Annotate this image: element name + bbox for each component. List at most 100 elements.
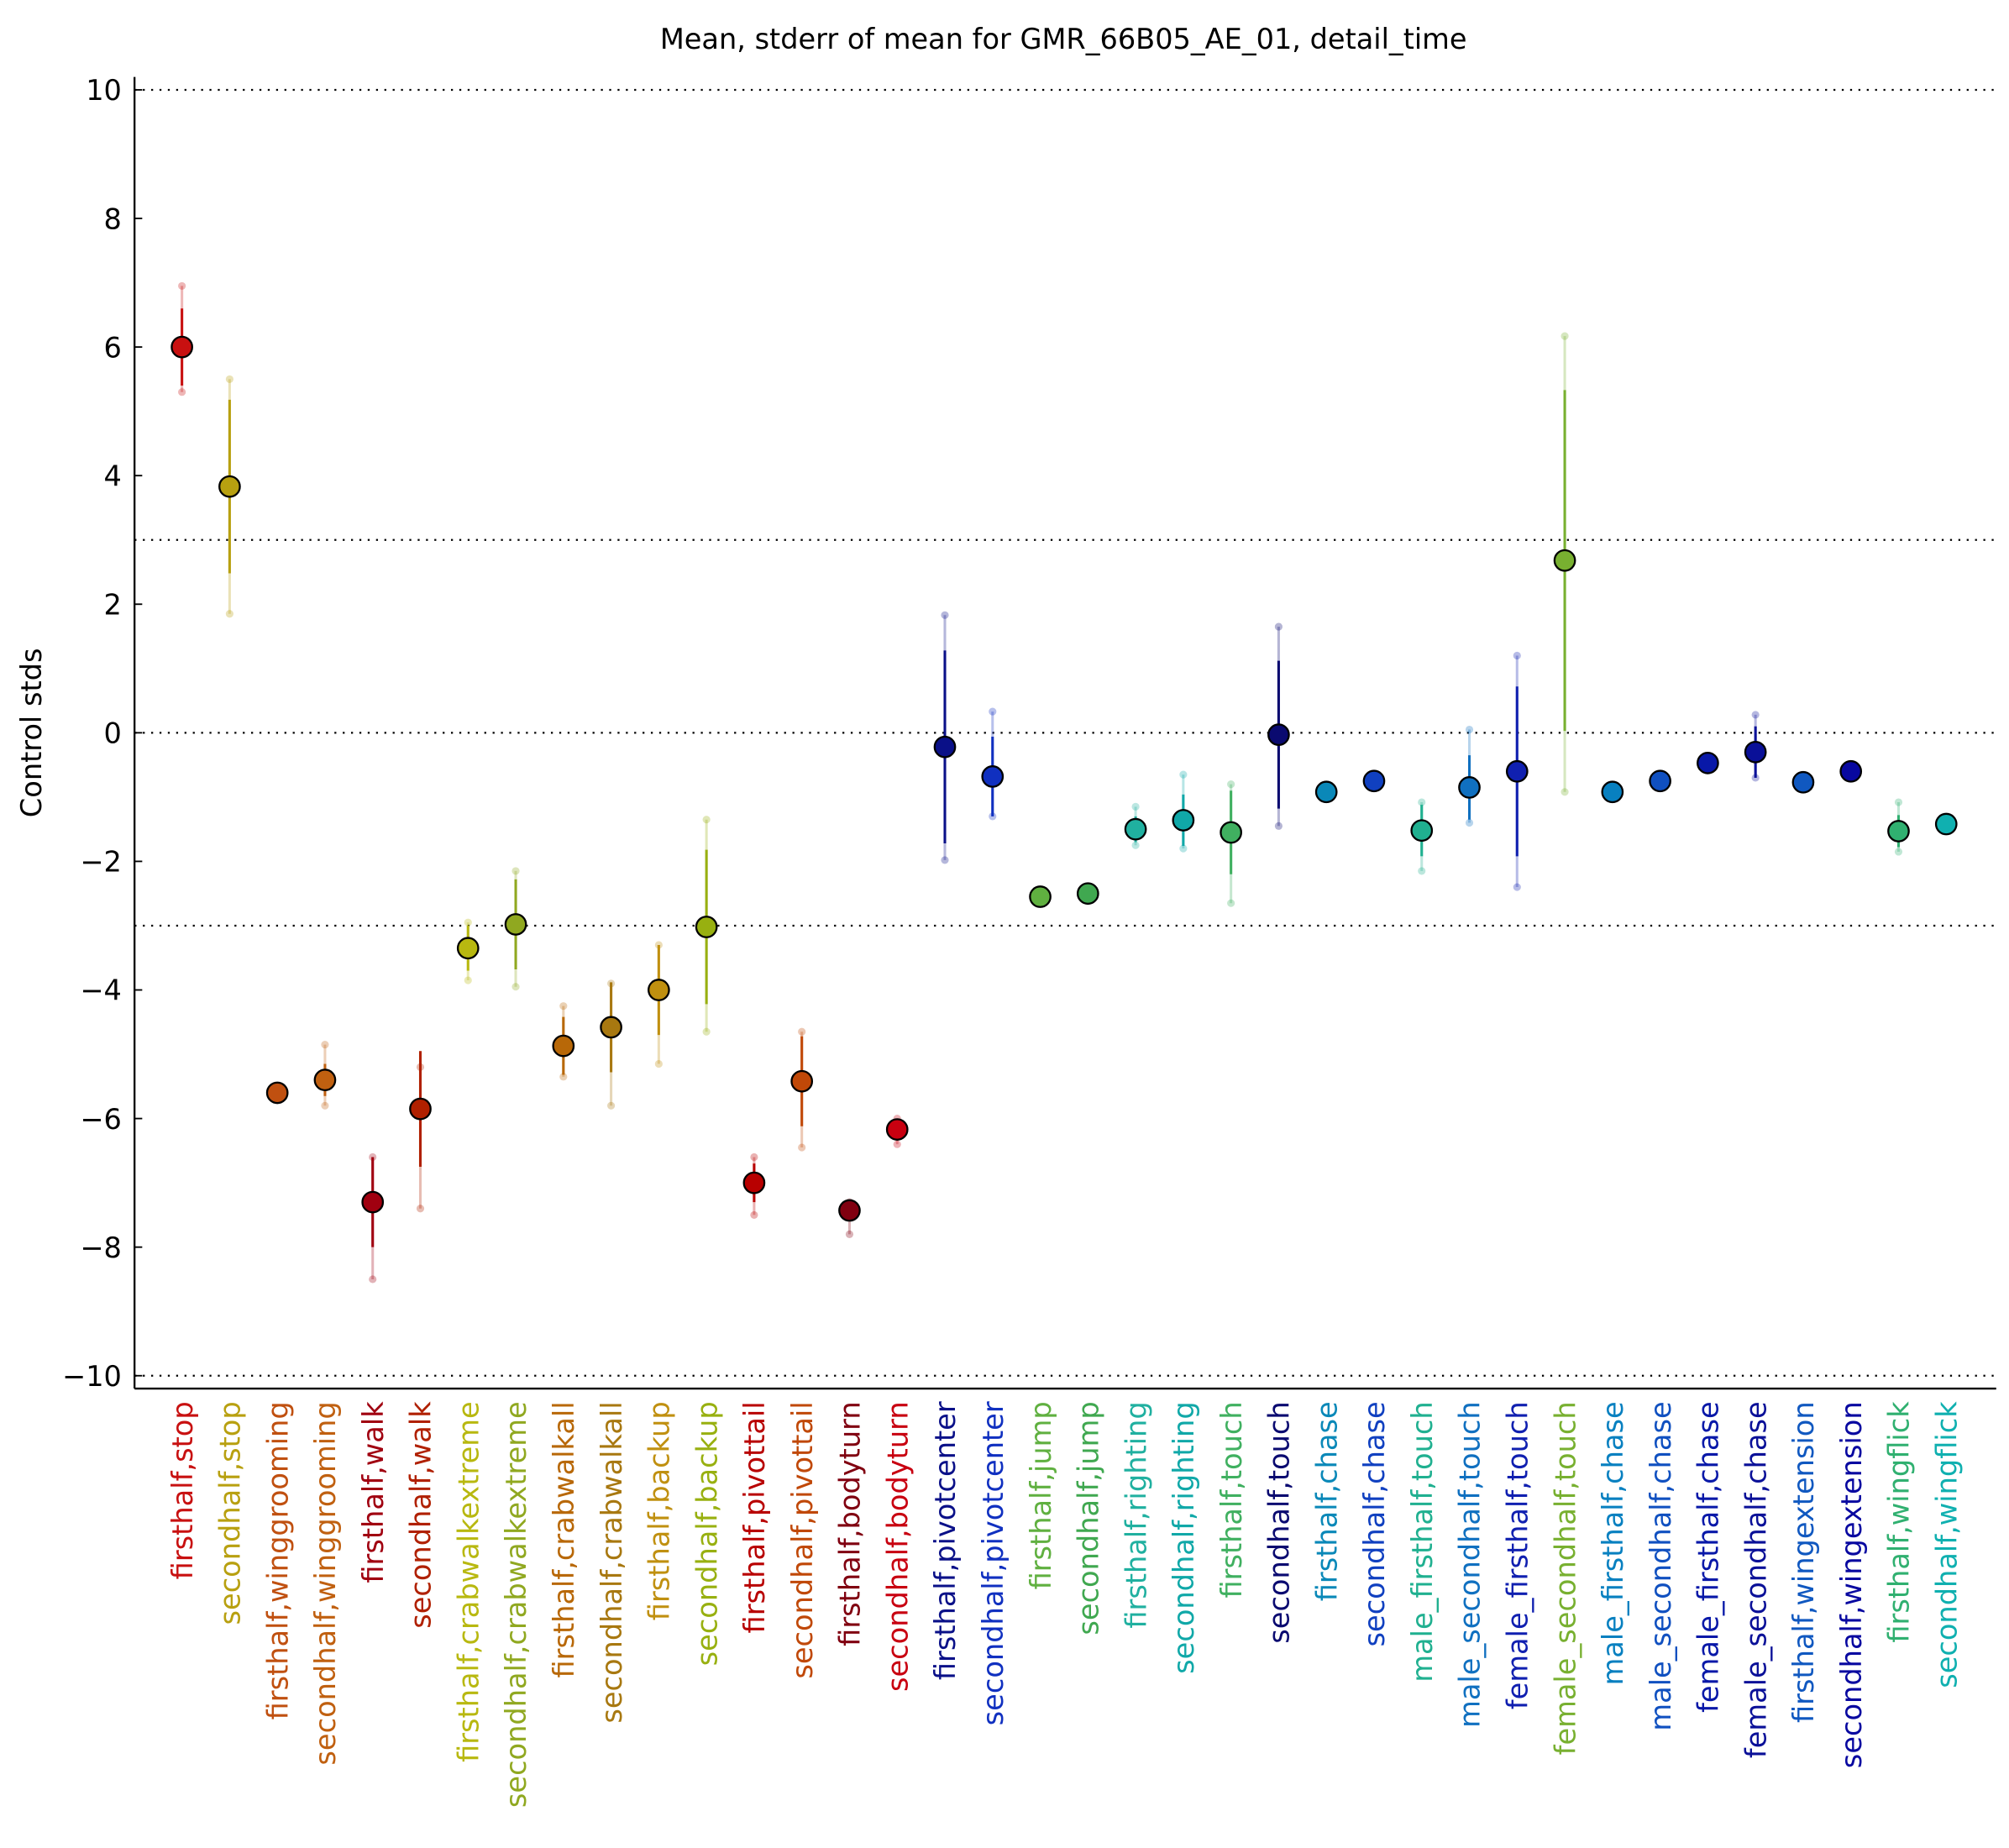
range-high — [989, 707, 997, 716]
x-tick-label: female_secondhalf,chase — [1739, 1401, 1772, 1758]
y-axis-label: Control stds — [15, 648, 48, 818]
mean-point — [838, 1199, 861, 1222]
mean-point — [1314, 780, 1338, 804]
x-tick-label: secondhalf,bodyturn — [881, 1401, 914, 1692]
range-low — [1513, 883, 1521, 891]
mean-point — [1124, 817, 1147, 841]
range-high — [798, 1027, 806, 1036]
y-tick-label: 0 — [104, 717, 122, 750]
mean-point — [552, 1034, 575, 1058]
x-tick-label: secondhalf,righting — [1167, 1401, 1200, 1674]
x-tick-label: secondhalf,crabwalkall — [595, 1401, 628, 1723]
mean-point — [1649, 769, 1671, 793]
range-low — [1274, 822, 1283, 830]
range-high — [750, 1152, 758, 1162]
x-tick-label: female_secondhalf,touch — [1549, 1401, 1581, 1755]
mean-point — [409, 1097, 432, 1121]
range-high — [702, 816, 711, 824]
range-high — [559, 1002, 568, 1011]
y-tick-label: −4 — [80, 974, 121, 1007]
mean-point — [742, 1171, 766, 1194]
range-low — [1179, 844, 1188, 853]
x-tick-label: secondhalf,chase — [1358, 1401, 1391, 1646]
range-low — [1465, 818, 1474, 827]
mean-point — [1029, 885, 1052, 908]
range-high — [1418, 798, 1426, 806]
x-tick-label: firsthalf,bodyturn — [834, 1401, 867, 1646]
mean-point — [1505, 759, 1529, 783]
x-tick-label: firsthalf,pivotcenter — [929, 1401, 962, 1680]
range-high — [225, 375, 233, 383]
x-tick-label: female_firsthalf,touch — [1502, 1401, 1534, 1709]
mean-point — [313, 1068, 337, 1092]
range-high — [1465, 725, 1474, 734]
x-tick-label: firsthalf,chase — [1310, 1401, 1343, 1601]
x-tick-label: secondhalf,stop — [214, 1401, 247, 1625]
x-tick-label: secondhalf,pivottail — [786, 1401, 819, 1678]
mean-point — [1553, 549, 1576, 572]
y-tick-label: −10 — [62, 1360, 122, 1393]
mean-point — [1220, 821, 1242, 844]
x-tick-label: secondhalf,walk — [405, 1401, 438, 1629]
range-high — [941, 611, 949, 619]
range-low — [511, 983, 520, 991]
range-low — [941, 856, 949, 864]
x-tick-label: firsthalf,wingflick — [1883, 1401, 1916, 1643]
range-high — [1561, 332, 1569, 340]
mean-point — [170, 335, 193, 359]
range-low — [369, 1275, 377, 1284]
range-low — [321, 1101, 329, 1110]
mean-point — [1458, 776, 1481, 799]
range-low — [893, 1140, 901, 1148]
y-tick-label: 8 — [104, 202, 122, 235]
mean-point — [1697, 751, 1719, 774]
range-high — [1751, 711, 1760, 719]
x-tick-label: firsthalf,pivottail — [738, 1401, 771, 1633]
x-tick-label: firsthalf,winggrooming — [261, 1401, 294, 1719]
mean-point — [1362, 769, 1386, 793]
x-tick-label: secondhalf,crabwalkextreme — [500, 1401, 532, 1808]
mean-point — [981, 765, 1004, 788]
x-tick-label: secondhalf,touch — [1263, 1401, 1296, 1643]
range-high — [321, 1040, 329, 1049]
range-low — [654, 1059, 663, 1068]
x-tick-label: firsthalf,crabwalkextreme — [452, 1401, 485, 1762]
x-tick-label: secondhalf,wingflick — [1930, 1401, 1963, 1688]
range-high — [464, 918, 472, 927]
mean-point — [504, 913, 527, 936]
range-low — [1894, 848, 1903, 856]
range-low — [1561, 788, 1569, 796]
chart-title: Mean, stderr of mean for GMR_66B05_AE_01… — [660, 23, 1467, 55]
mean-point — [1267, 723, 1290, 747]
mean-point — [1744, 740, 1767, 764]
x-tick-label: secondhalf,pivotcenter — [977, 1401, 1010, 1725]
mean-point — [1172, 809, 1195, 832]
mean-point — [1887, 820, 1910, 843]
range-high — [1179, 770, 1188, 779]
range-high — [1894, 798, 1903, 806]
mean-point — [933, 735, 957, 759]
x-tick-label: secondhalf,backup — [690, 1401, 723, 1666]
x-tick-label: male_firsthalf,touch — [1406, 1401, 1439, 1682]
mean-point — [1934, 812, 1958, 836]
y-tick-label: 4 — [104, 459, 122, 492]
x-tick-label: firsthalf,touch — [1215, 1401, 1248, 1598]
x-tick-label: firsthalf,walk — [357, 1401, 390, 1583]
mean-point — [265, 1081, 289, 1105]
mean-point — [600, 1016, 622, 1039]
range-high — [1131, 802, 1140, 811]
y-tick-label: −6 — [80, 1103, 121, 1136]
range-low — [1227, 899, 1235, 907]
y-tick-label: 10 — [86, 74, 122, 107]
mean-point — [1076, 882, 1099, 906]
range-low — [464, 976, 472, 984]
range-high — [1274, 622, 1283, 631]
y-tick-label: −8 — [80, 1231, 121, 1264]
x-tick-label: male_secondhalf,chase — [1644, 1401, 1677, 1730]
range-low — [559, 1073, 568, 1081]
x-tick-label: female_firsthalf,chase — [1692, 1401, 1725, 1713]
range-high — [511, 867, 520, 875]
range-high — [178, 281, 186, 291]
range-high — [1513, 651, 1521, 660]
